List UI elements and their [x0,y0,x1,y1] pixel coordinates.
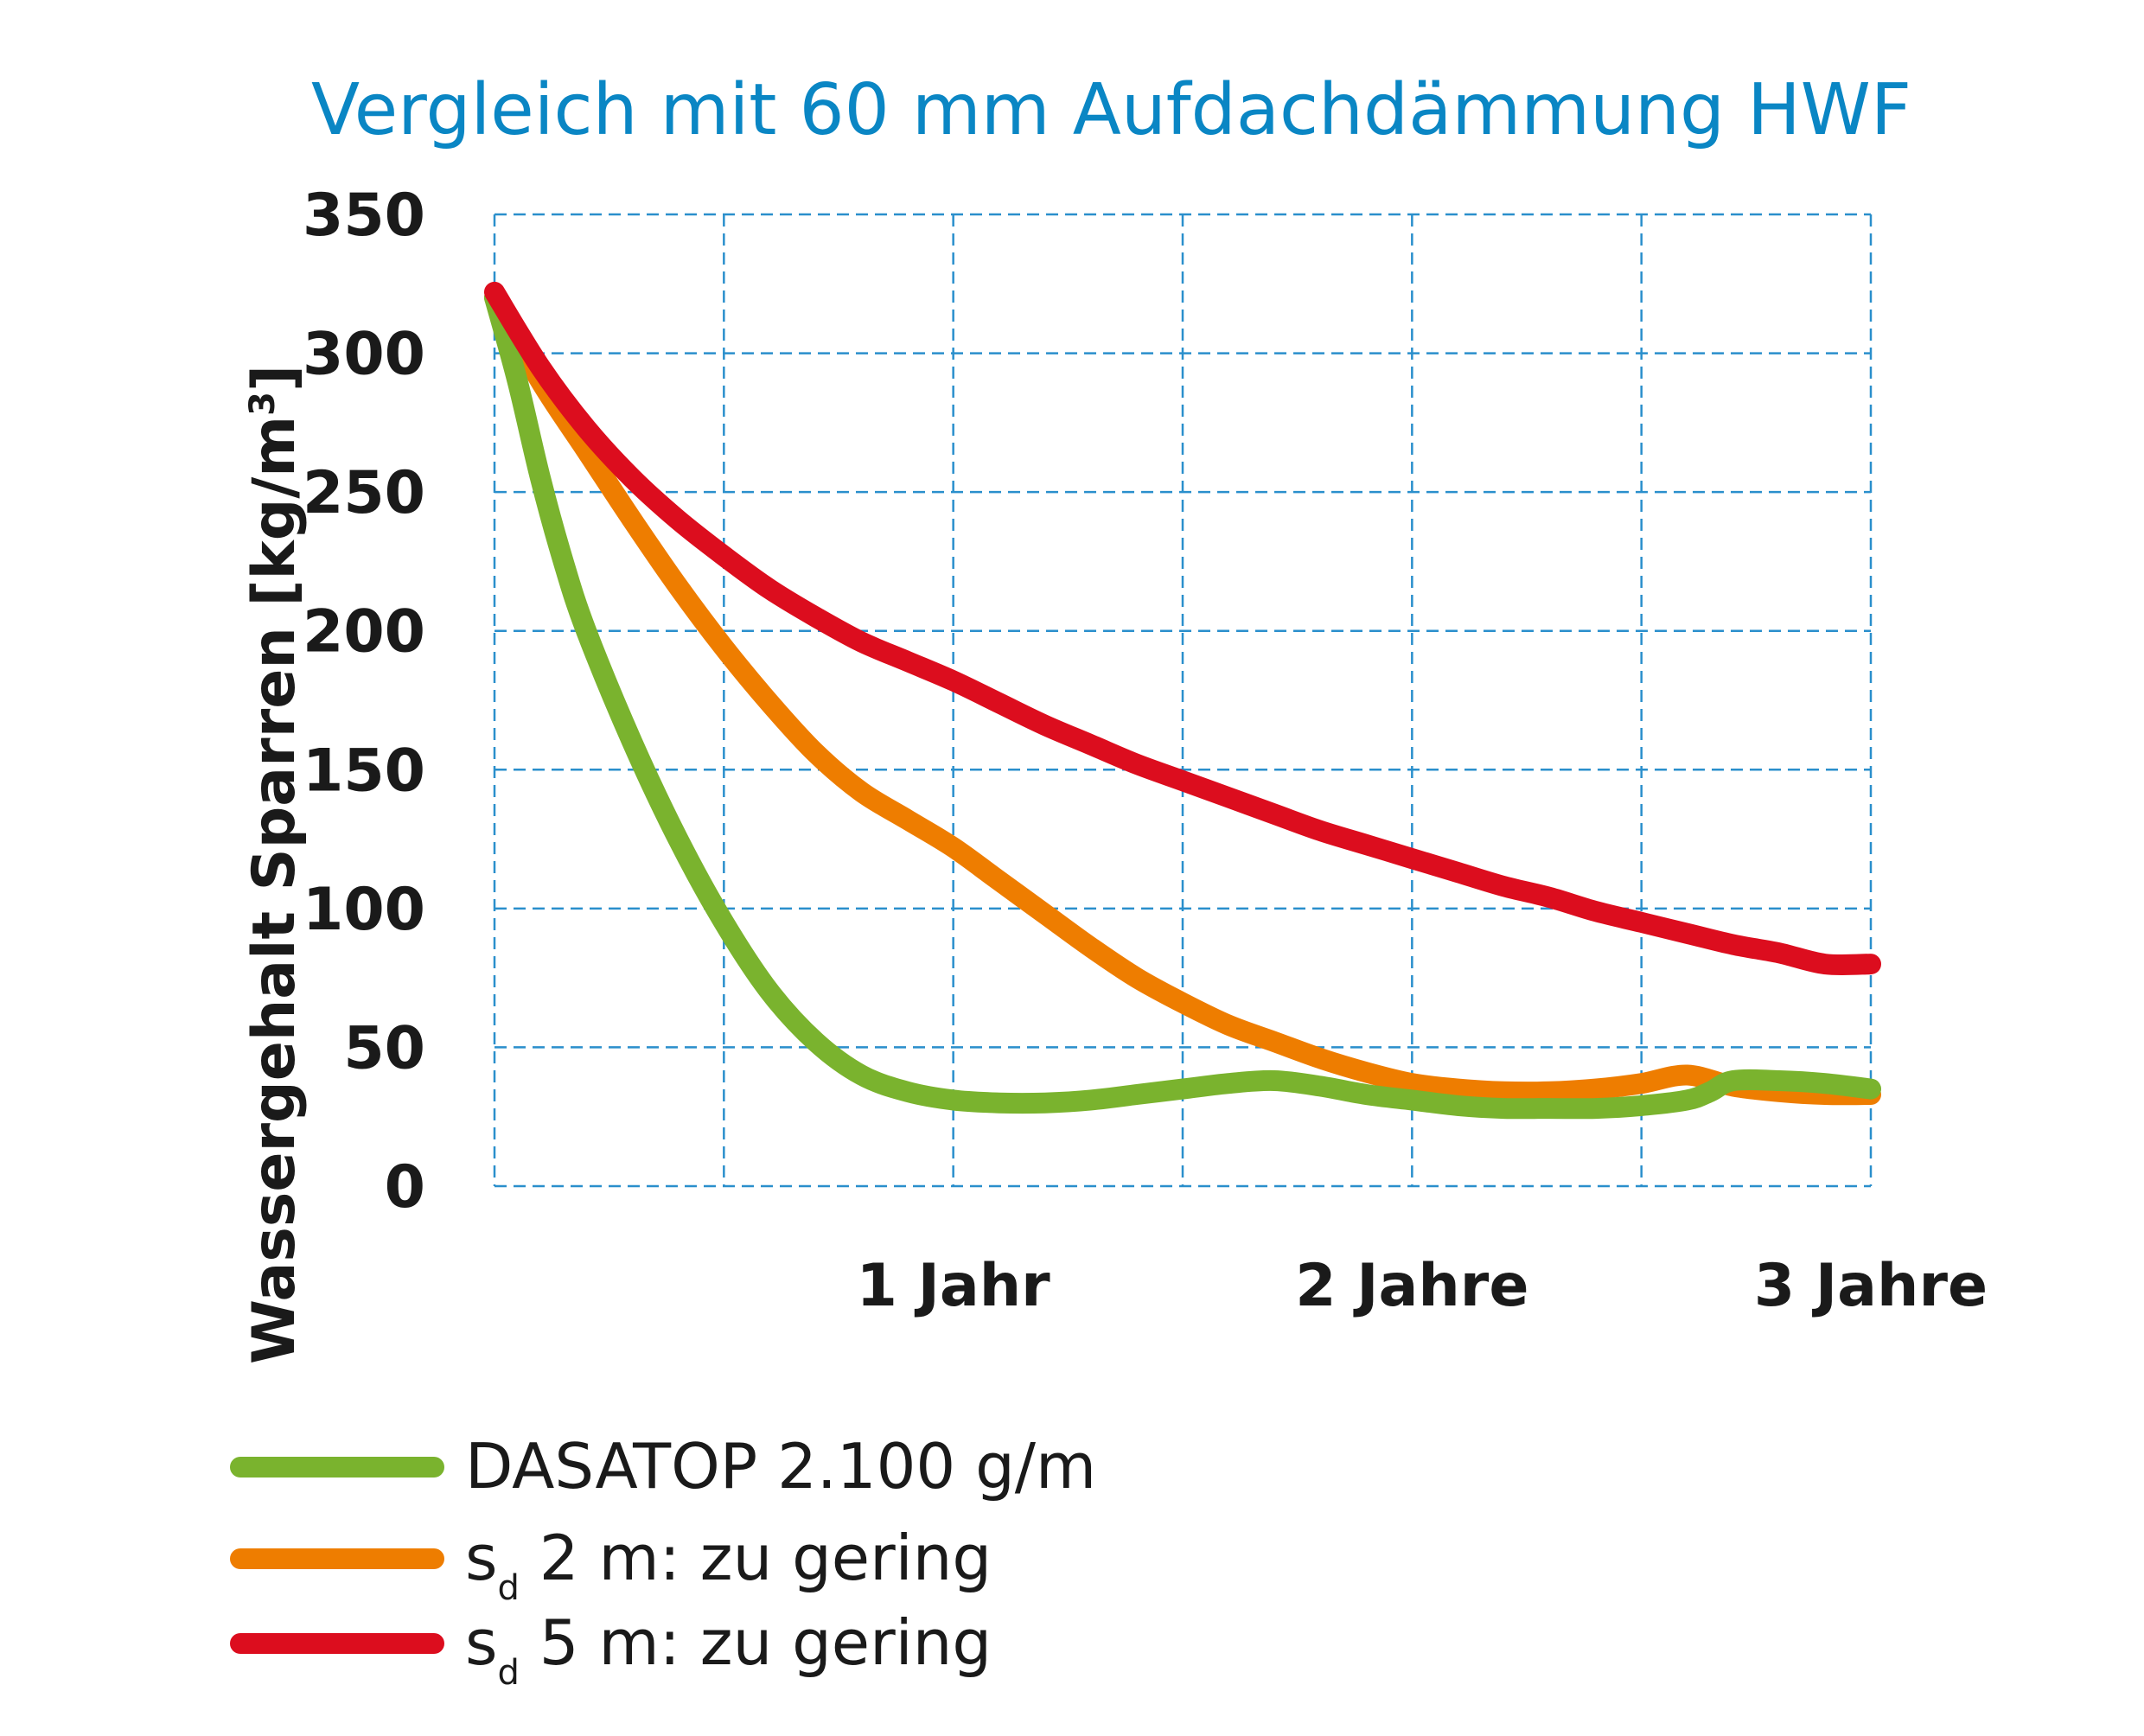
legend-label-sub: d [498,1653,520,1693]
legend-label: sd 2 m: zu gering [465,1522,992,1608]
legend-item: sd 2 m: zu gering [230,1522,992,1608]
legend-item: sd 5 m: zu gering [230,1606,992,1693]
y-tick-label: 0 [385,1153,425,1222]
y-axis-label-main: Wassergehalt Sparren [kg/m [240,416,309,1364]
series-line-sd2 [484,287,1881,1106]
legend-label-main: s [465,1606,498,1679]
y-axis-label-sup: 3 [243,392,283,416]
chart-title: Vergleich mit 60 mm Aufdachdämmung HWF [311,69,1912,151]
series-line-sd5 [484,281,1881,976]
legend-label-rest: 2 m: zu gering [520,1522,992,1594]
y-axis-label-end: ] [240,365,309,392]
ticks: 0 50 100 150 200 250 300 350 1 Jahr 2 Jahre 3 Jahr… [303,182,1988,1320]
series [484,281,1881,1120]
legend-label: sd 5 m: zu gering [465,1606,992,1693]
series-line-dasatop [484,287,1881,1120]
y-tick-label: 300 [303,321,425,389]
y-tick-label: 150 [303,737,425,805]
legend-label-rest: 5 m: zu gering [520,1606,992,1679]
grid [493,213,1873,1188]
y-tick-label: 200 [303,598,425,667]
y-tick-label: 250 [303,459,425,527]
y-axis-label-text: Wassergehalt Sparren [kg/m3] [240,365,309,1364]
x-tick-label: 2 Jahre [1295,1252,1528,1320]
y-tick-label: 100 [303,876,425,944]
y-tick-label: 350 [303,182,425,250]
y-tick-label: 50 [343,1014,425,1082]
y-axis-label: Wassergehalt Sparren [kg/m3] [240,365,309,1364]
legend-label-main: s [465,1522,498,1594]
x-tick-label: 3 Jahre [1754,1252,1988,1320]
legend-label: DASATOP 2.100 g/m [465,1430,1096,1503]
legend-item: DASATOP 2.100 g/m [230,1430,1096,1503]
legend-label-sub: d [498,1568,520,1608]
x-tick-label: 1 Jahr [857,1252,1051,1320]
